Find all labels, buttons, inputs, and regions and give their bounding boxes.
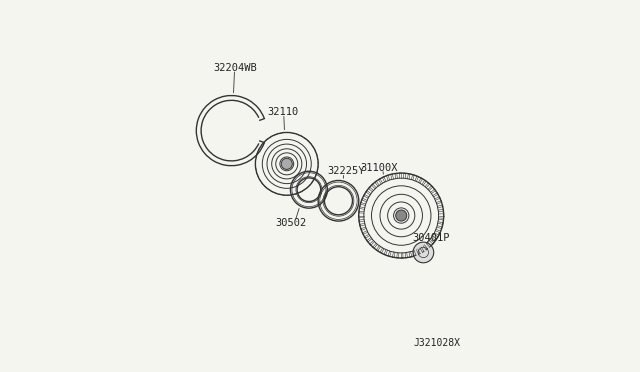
Text: 32225Y: 32225Y bbox=[327, 166, 365, 176]
Text: 31100X: 31100X bbox=[360, 163, 398, 173]
Text: J321028X: J321028X bbox=[413, 339, 460, 349]
Text: 32204WB: 32204WB bbox=[213, 63, 257, 73]
Text: 30502: 30502 bbox=[275, 218, 306, 228]
Circle shape bbox=[281, 158, 292, 169]
Text: 32110: 32110 bbox=[268, 107, 299, 117]
Circle shape bbox=[413, 242, 434, 263]
Text: 30401P: 30401P bbox=[412, 233, 449, 243]
Circle shape bbox=[396, 210, 407, 221]
